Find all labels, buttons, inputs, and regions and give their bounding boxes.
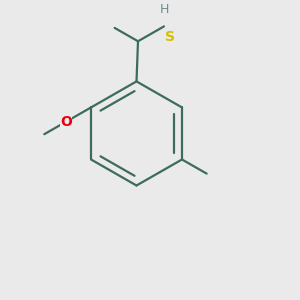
Text: S: S xyxy=(166,30,176,44)
Text: O: O xyxy=(60,115,72,129)
Text: H: H xyxy=(160,3,170,16)
